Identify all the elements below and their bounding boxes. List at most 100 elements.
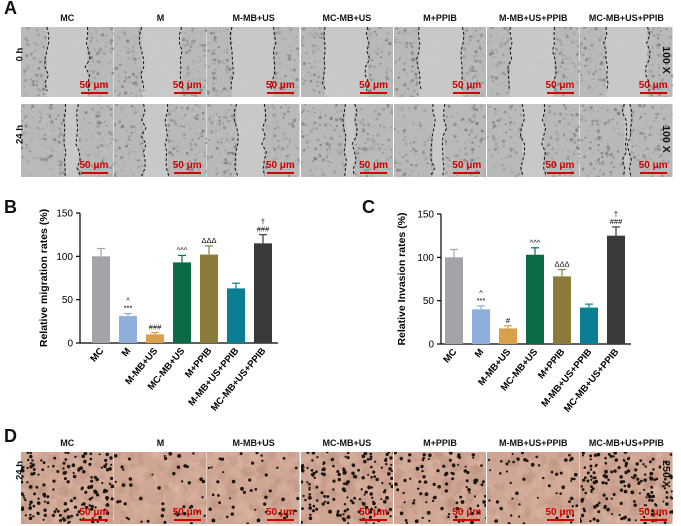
panel-a-col-label: M-MB+US+PPIB (498, 13, 568, 23)
scale-label-bar (360, 172, 388, 174)
scale-label: 50 μm (359, 160, 389, 171)
scale-label-bar (173, 519, 201, 521)
scale-label-bar (80, 519, 108, 521)
scale-label-bar (173, 172, 201, 174)
scale-label: 50 μm (359, 507, 389, 518)
scale-label-bar (546, 519, 574, 521)
scale-label: 50 μm (452, 507, 482, 518)
scale-label: 50 μm (638, 80, 668, 91)
y-tick-label: 150 (56, 209, 73, 220)
x-tick-label: M (473, 347, 487, 360)
significance-label: ΔΔΔ (201, 236, 216, 245)
scale-label: 50 μm (172, 160, 202, 171)
scale-label: 50 μm (638, 507, 668, 518)
significance-label: ΔΔΔ (554, 259, 569, 268)
y-tick-label: 50 (423, 296, 435, 307)
scale-label-bar (639, 519, 667, 521)
panel-a-magnification-24h: 100 X (660, 125, 672, 153)
panel-d-row-label: 24 h (14, 461, 26, 481)
invasion-bar-chart: 0 50 100 150 Relative Invasion rates (%) MC ^*… (396, 210, 631, 415)
panel-a-row-label-24h: 24 h (14, 125, 26, 145)
bar (445, 257, 463, 344)
panel-a-col-label: M-MB+US (232, 13, 275, 23)
transwell-24h-tile (393, 452, 487, 524)
y-tick-label: 150 (417, 210, 434, 221)
panel-label-a: A (4, 0, 17, 18)
panel-d-col-label: M-MB+US+PPIB (498, 438, 568, 448)
scale-label-bar (266, 519, 294, 521)
bar (227, 288, 245, 343)
panel-d-col-label: MC-MB+US (322, 438, 372, 448)
micrograph-0h-tile (393, 27, 487, 97)
micrograph-0h-tile (114, 27, 207, 97)
bar (146, 334, 164, 343)
transwell-24h-tile (21, 452, 114, 524)
migration-bar-chart: 0 50 100 150 Relative migration rates (%) MC ^… (38, 209, 278, 414)
scale-label-bar (453, 92, 481, 94)
bar (254, 243, 272, 343)
bar (553, 276, 571, 344)
scale-label-bar (173, 92, 201, 94)
scale-label: 50 μm (638, 160, 668, 171)
panel-d-col-label: MC (60, 438, 75, 448)
panel-label-c: C (362, 197, 375, 217)
significance-label: ### (257, 225, 270, 234)
scale-label-bar (546, 172, 574, 174)
bar (580, 307, 598, 344)
scale-label-bar (453, 519, 481, 521)
micrograph-24h-tile (487, 104, 580, 177)
scale-label: 50 μm (452, 80, 482, 91)
scale-label-bar (546, 92, 574, 94)
transwell-24h-tile (114, 452, 207, 524)
micrograph-0h-tile (300, 27, 394, 97)
y-tick-label: 0 (67, 339, 73, 350)
significance-label: *** (124, 304, 133, 313)
bar (173, 262, 191, 343)
scale-label: 50 μm (452, 160, 482, 171)
scale-label-bar (360, 519, 388, 521)
y-tick-label: 0 (428, 340, 434, 351)
transwell-24h-tile (487, 452, 580, 524)
scale-label-bar (80, 92, 108, 94)
scale-label: 50 μm (265, 507, 295, 518)
scale-label-bar (639, 92, 667, 94)
significance-label: ^ (479, 288, 483, 297)
significance-label: † (261, 217, 265, 226)
transwell-24h-tile (300, 452, 394, 524)
scale-label: 50 μm (359, 80, 389, 91)
scale-label: 50 μm (79, 160, 109, 171)
scale-label-bar (639, 172, 667, 174)
significance-label: *** (477, 296, 486, 305)
significance-label: # (506, 316, 511, 325)
micrograph-24h-tile (393, 104, 487, 177)
significance-label: † (614, 210, 618, 219)
micrograph-0h-tile (580, 27, 673, 97)
scale-label: 50 μm (79, 507, 109, 518)
bar (499, 328, 517, 344)
transwell-24h-tile (580, 452, 673, 524)
micrograph-24h-tile (114, 104, 207, 177)
x-tick-label: M (120, 346, 134, 359)
bar (92, 256, 110, 343)
y-axis-label: Relative migration rates (%) (38, 209, 50, 347)
micrograph-24h-tile (580, 104, 673, 177)
scale-label-bar (80, 172, 108, 174)
scale-label: 50 μm (545, 160, 575, 171)
micrograph-24h-tile (300, 104, 394, 177)
panel-d-col-label: M+PPIB (423, 438, 457, 448)
panel-d-col-label: MC-MB+US+PPIB (588, 438, 664, 448)
micrograph-24h-tile (207, 104, 300, 177)
scale-label: 50 μm (545, 80, 575, 91)
micrograph-0h-tile (207, 27, 300, 97)
panel-a-col-label: M (156, 13, 165, 23)
significance-label: ^ (126, 296, 130, 305)
significance-label: ^^^ (530, 238, 541, 247)
scale-label: 50 μm (265, 160, 295, 171)
panel-a-col-label: M+PPIB (423, 13, 457, 23)
scale-label: 50 μm (265, 80, 295, 91)
scale-label: 50 μm (172, 80, 202, 91)
scale-label-bar (360, 92, 388, 94)
bar (607, 235, 625, 344)
micrograph-0h-tile (21, 27, 114, 97)
y-tick-label: 100 (56, 252, 73, 263)
